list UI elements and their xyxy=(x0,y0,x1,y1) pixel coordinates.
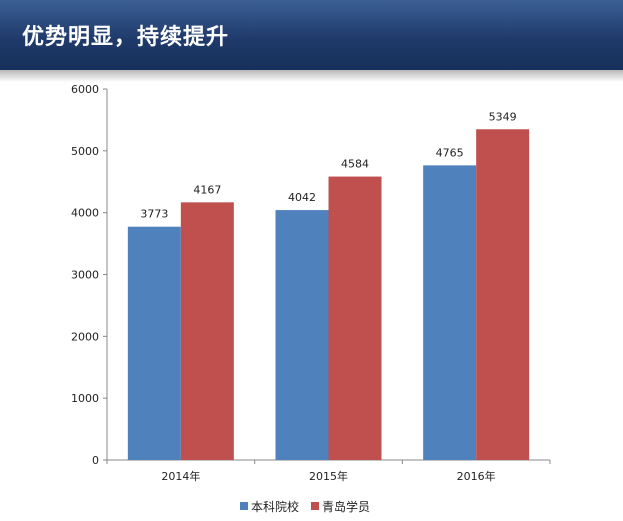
legend-item-series-1: 本科院校 xyxy=(240,498,299,515)
y-tick-label: 2000 xyxy=(71,330,99,343)
y-tick-label: 6000 xyxy=(71,83,99,96)
legend-item-series-2: 青岛学员 xyxy=(311,498,370,515)
page-title: 优势明显，持续提升 xyxy=(22,25,230,50)
data-label: 4167 xyxy=(193,183,221,196)
bar-chart: 0 1000 2000 3000 4000 5000 6000 2014年 3773 4167 20… xyxy=(0,82,623,521)
legend-label-series-1: 本科院校 xyxy=(251,499,300,514)
bar-series-1 xyxy=(127,226,181,460)
data-label: 5349 xyxy=(489,110,517,123)
data-label: 4765 xyxy=(436,146,464,159)
x-tick-label: 2016年 xyxy=(457,469,496,483)
x-tick-label: 2014年 xyxy=(161,469,200,483)
bar-series-1 xyxy=(275,210,329,460)
data-label: 4042 xyxy=(288,191,316,204)
chart-svg: 0 1000 2000 3000 4000 5000 6000 2014年 3773 4167 20… xyxy=(71,83,551,483)
header-shadow xyxy=(0,70,623,82)
bar-series-1 xyxy=(423,165,477,460)
legend-label-series-2: 青岛学员 xyxy=(322,499,371,514)
bar-series-2 xyxy=(476,129,530,460)
y-tick-label: 0 xyxy=(92,454,99,467)
bar-series-2 xyxy=(328,176,382,460)
legend-swatch-series-2 xyxy=(311,502,320,510)
header-band: 优势明显，持续提升 xyxy=(0,0,623,70)
legend-swatch-series-1 xyxy=(240,502,248,510)
chart-legend: 本科院校 青岛学员 xyxy=(240,498,370,514)
y-tick-label: 3000 xyxy=(71,269,99,282)
y-tick-label: 1000 xyxy=(71,392,99,405)
bar-series-2 xyxy=(180,202,234,460)
y-tick-label: 4000 xyxy=(71,207,99,220)
data-label: 3773 xyxy=(140,208,168,221)
x-tick-label: 2015年 xyxy=(309,469,348,483)
y-tick-label: 5000 xyxy=(71,145,99,158)
data-label: 4584 xyxy=(341,158,369,171)
